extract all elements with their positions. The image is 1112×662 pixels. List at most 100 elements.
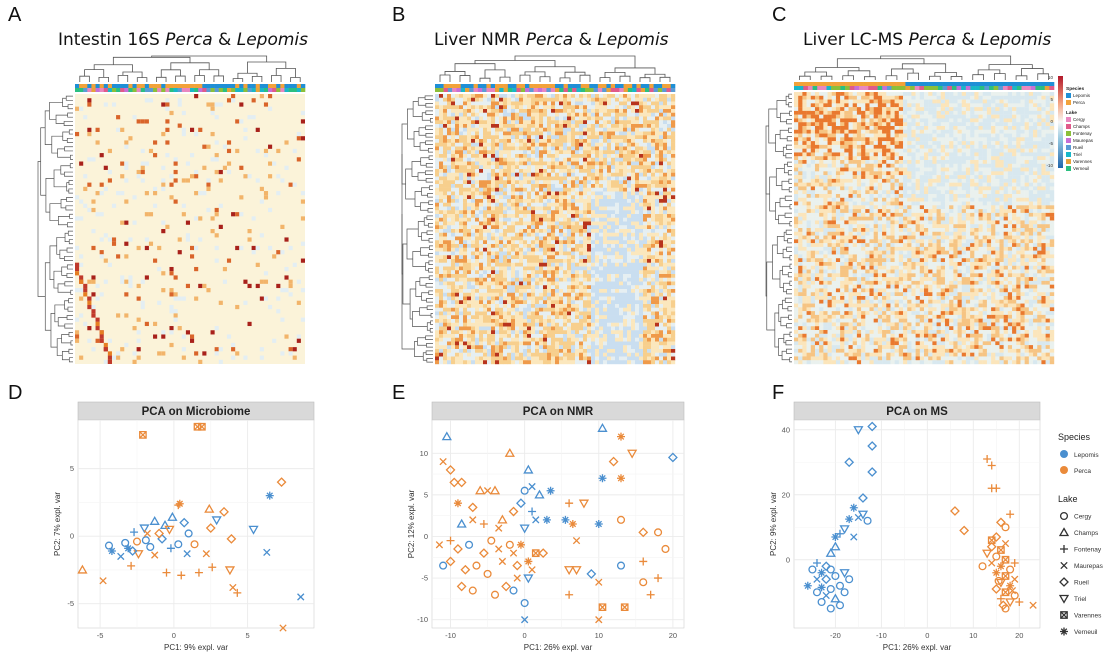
pca-title: PCA on Microbiome [142, 406, 251, 418]
scatter-point [572, 536, 581, 545]
legend-lake-label: Cergy [1074, 514, 1092, 521]
color-scale-tick: -5 [1049, 141, 1053, 146]
legend-lake-marker [1058, 527, 1070, 537]
scatter-point [117, 552, 125, 561]
scatter-point [646, 590, 655, 599]
scatter-point [839, 525, 850, 535]
scatter-point [858, 493, 868, 503]
scatter-point [568, 520, 577, 528]
scatter-point [528, 482, 536, 491]
scatter-point [825, 547, 836, 557]
scatter-point [835, 601, 845, 610]
legend-lake-label: Fontenay [1074, 547, 1102, 554]
scatter-point [523, 574, 534, 584]
scatter-point [996, 594, 1005, 603]
legend-species-title: Species [1058, 432, 1091, 442]
scatter-point [617, 474, 625, 483]
scatter-point [265, 491, 274, 500]
scatter-point [208, 563, 217, 572]
legend-species-dot [1060, 450, 1068, 458]
scatter-point [154, 528, 165, 539]
scatter-point [817, 568, 826, 577]
scatter-point [179, 517, 190, 528]
scatter-point [987, 536, 996, 545]
scatter-point [1015, 598, 1024, 606]
legend-lake-title: Lake [1066, 110, 1077, 116]
scatter-point [472, 561, 481, 570]
scatter-point [608, 456, 619, 467]
scatter-point [1001, 572, 1010, 580]
scatter-point [995, 517, 1006, 528]
scatter-point [835, 529, 844, 538]
scatter-point [538, 548, 549, 559]
scatter-point [534, 489, 545, 499]
legend-species-label: Perca [1074, 468, 1091, 475]
scatter-point [501, 581, 512, 592]
scatter-point [1001, 539, 1010, 548]
x-tick-label: -10 [445, 631, 456, 640]
scatter-point [639, 557, 648, 566]
scatter-point [509, 586, 518, 595]
scatter-point [509, 549, 518, 557]
scatter-point [959, 525, 970, 536]
scatter-point [994, 576, 1003, 585]
scatter-point [982, 549, 993, 559]
scatter-point [1006, 581, 1015, 590]
scatter-point [992, 568, 1001, 577]
scatter-point [1004, 598, 1016, 608]
scatter-point [505, 540, 514, 549]
legend-lake-swatch [1066, 159, 1071, 164]
scatter-point [991, 584, 1002, 594]
heatmap-c-row-dendrogram [765, 93, 792, 363]
scatter-point [595, 578, 603, 586]
scatter-point [149, 515, 160, 525]
y-tick-label: 0 [424, 532, 428, 541]
x-tick-label: 20 [669, 631, 677, 640]
scatter-point [469, 516, 477, 524]
scatter-point [992, 552, 1001, 561]
scatter-point [813, 575, 821, 583]
legend-lake-swatch [1066, 152, 1071, 157]
scatter-point [164, 525, 175, 535]
heatmap-b-col-dendrogram [439, 55, 671, 82]
y-tick-label: 20 [782, 490, 790, 499]
legend-lake-label: Verneuil [1074, 629, 1098, 636]
scatter-point [516, 498, 526, 509]
legend-species-swatch [1066, 100, 1071, 105]
scatter-point [508, 506, 519, 517]
scatter-point [467, 502, 478, 513]
legend-lake-marker [1060, 561, 1068, 570]
scatter-point [146, 542, 155, 552]
scatter-point [1010, 559, 1019, 567]
scatter-point [132, 537, 142, 546]
scatter-point [1006, 510, 1015, 519]
scatter-point [211, 516, 222, 526]
panel-letter-b: B [392, 4, 406, 26]
scatter-point [1001, 588, 1010, 597]
legend-species-swatch [1066, 93, 1071, 98]
heatmap-b-row-dendrogram [401, 95, 433, 363]
legend-lake-swatch [1066, 166, 1071, 171]
scatter-point [826, 604, 835, 613]
y-tick-label: 0 [786, 555, 790, 564]
legend-lake-label: Maurepas [1074, 563, 1104, 570]
scatter-point [460, 564, 471, 575]
legend-lake-swatch [1066, 131, 1071, 136]
scatter-point [595, 616, 603, 624]
scatter-point [565, 590, 574, 599]
scatter-point [524, 557, 533, 566]
color-scale-tick: 10 [1048, 75, 1054, 80]
scatter-point [578, 499, 590, 509]
scatter-point [151, 551, 159, 559]
heatmap-b-annotation-bars [435, 84, 676, 92]
heatmap-b [401, 55, 676, 365]
legend-lake-marker [1060, 627, 1068, 636]
pca-grid [78, 420, 314, 628]
pca-points [803, 421, 1037, 613]
scatter-point [441, 431, 452, 441]
legend-lake-label: Triel [1073, 152, 1082, 157]
scatter-point [854, 513, 863, 522]
scatter-point [532, 516, 540, 524]
scatter-point [456, 518, 467, 528]
